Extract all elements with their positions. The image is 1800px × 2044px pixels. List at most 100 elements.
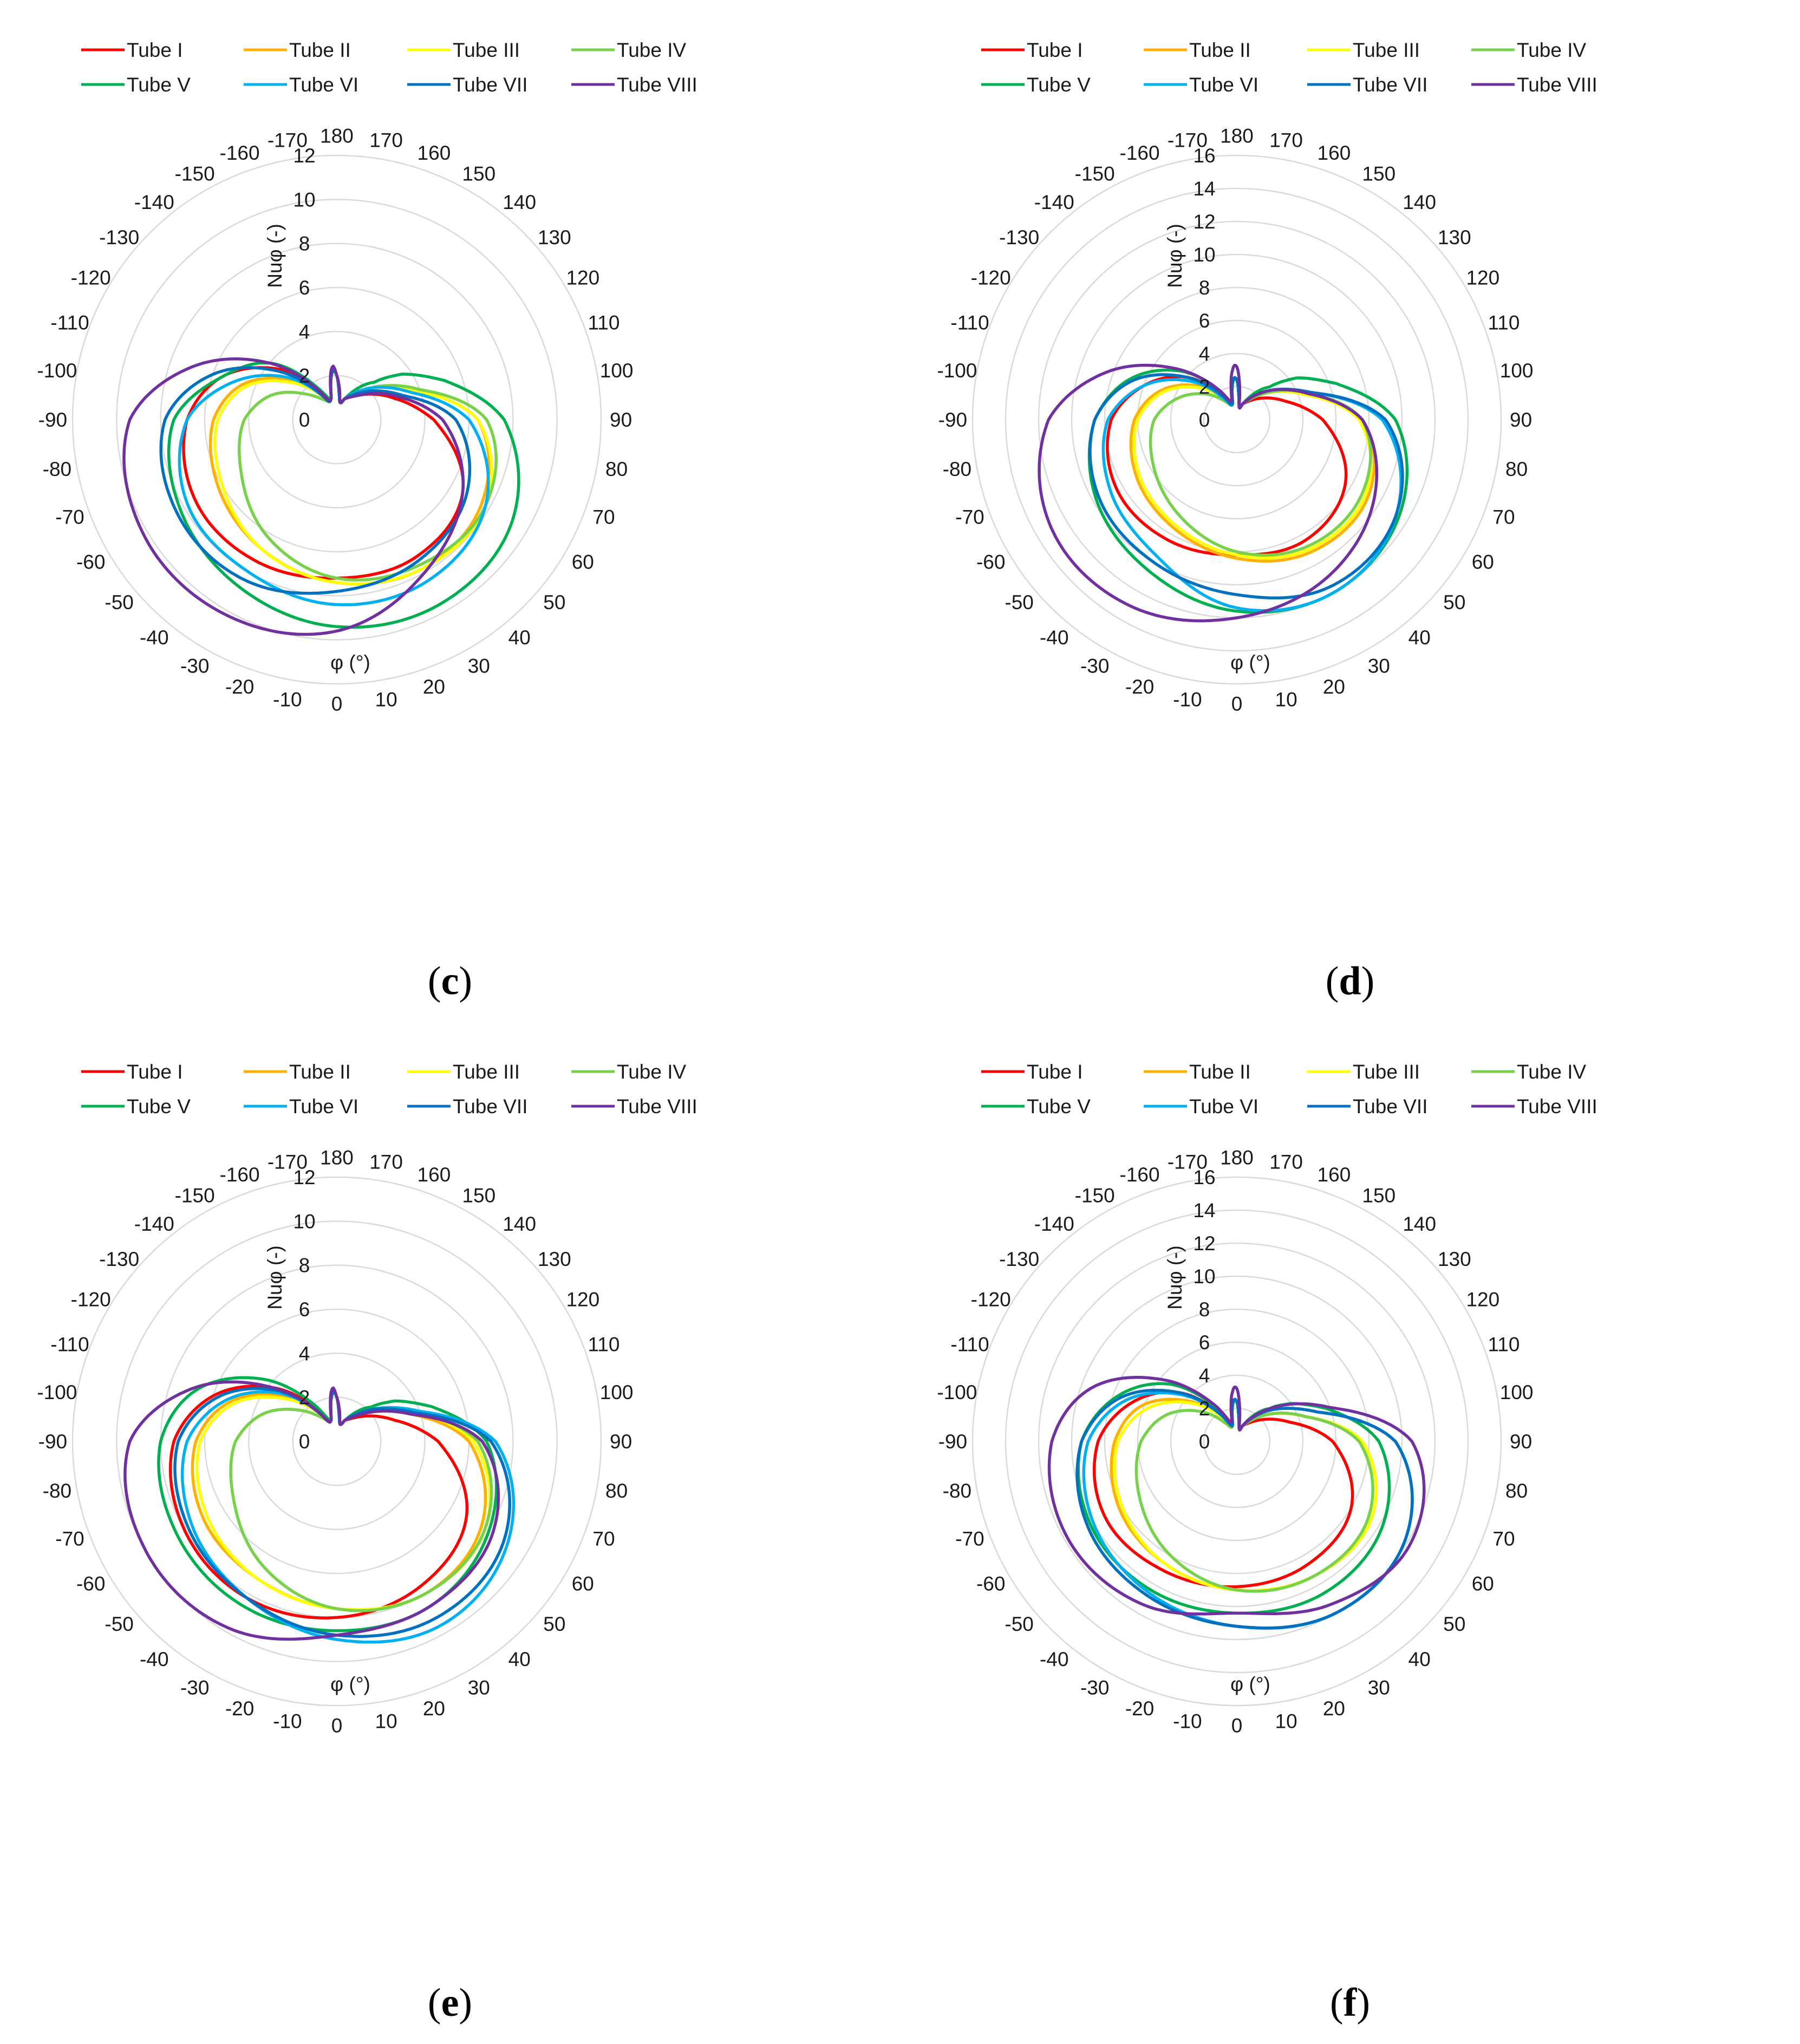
angle-tick-label: 110: [1488, 1334, 1519, 1356]
angle-tick-label: 20: [1323, 1697, 1345, 1720]
series-line: [122, 357, 465, 636]
radial-tick-label: 8: [1199, 1298, 1210, 1321]
angle-tick-label: 80: [605, 458, 628, 480]
legend-label: Tube VI: [289, 74, 358, 96]
angle-tick-label: 80: [1505, 458, 1528, 480]
angle-tick-label: -160: [220, 142, 260, 164]
panel-d: Tube I Tube II Tube III Tube IV Tube V Tube V…: [900, 0, 1800, 1022]
angle-tick-label: -10: [273, 689, 302, 711]
angle-tick-label: 150: [1362, 1185, 1395, 1207]
angle-tick-label: -30: [180, 655, 209, 677]
angle-tick-label: 180: [320, 125, 354, 147]
angle-tick-label: -100: [37, 360, 77, 382]
legend-label: Tube VII: [1353, 74, 1427, 96]
radial-tick-label: 2: [1199, 1398, 1210, 1420]
grid-ring: [1005, 1209, 1469, 1674]
angle-tick-label: -50: [105, 1613, 133, 1635]
panel-caption: (e): [427, 1981, 473, 2025]
radial-tick-label: 6: [1199, 310, 1210, 332]
radial-tick-label: 4: [1199, 1364, 1210, 1387]
angle-tick-label: -120: [971, 267, 1011, 289]
angle-tick-label: -60: [976, 551, 1005, 573]
grid-ring: [116, 1220, 558, 1662]
angle-tick-label: -110: [50, 1334, 89, 1356]
grid-ring: [1104, 1308, 1370, 1575]
grid-ring: [1038, 1242, 1436, 1641]
grid-ring: [1170, 1374, 1304, 1508]
angle-tick-label: 140: [1403, 1213, 1436, 1235]
angle-tick-label: -70: [955, 1527, 984, 1550]
legend-label: Tube V: [127, 1095, 191, 1118]
angle-tick-label: -120: [71, 267, 111, 289]
angular-axis-label: φ (°): [330, 651, 370, 674]
legend-label: Tube IV: [1517, 1061, 1587, 1083]
legend-label: Tube I: [127, 1061, 183, 1083]
angle-tick-label: 130: [538, 1248, 571, 1270]
legend-label: Tube VII: [453, 1095, 527, 1118]
angle-tick-label: 150: [1362, 163, 1395, 185]
series-line: [123, 1380, 500, 1641]
legend-label: Tube IV: [617, 39, 687, 61]
legend-label: Tube II: [289, 39, 351, 61]
angle-tick-label: 180: [1220, 1146, 1254, 1168]
angle-tick-label: 150: [462, 163, 495, 185]
angle-tick-label: -10: [273, 1710, 302, 1733]
angle-tick-label: 50: [1443, 1613, 1465, 1635]
radial-tick-label: 12: [293, 1166, 315, 1188]
angle-tick-label: -130: [999, 226, 1039, 249]
legend-label: Tube III: [453, 39, 520, 61]
angle-tick-label: 10: [375, 1710, 397, 1733]
radial-tick-label: 4: [1199, 343, 1210, 365]
legend-label: Tube V: [1027, 74, 1091, 96]
angle-tick-label: -80: [43, 1480, 71, 1502]
angle-tick-label: 90: [1510, 409, 1532, 431]
radial-axis-label: Nuφ (-): [264, 1245, 286, 1310]
angle-tick-label: 50: [1443, 591, 1465, 613]
radial-tick-label: 0: [1199, 1431, 1210, 1453]
panel-e: Tube I Tube II Tube III Tube IV Tube V Tube V…: [0, 1022, 900, 2043]
angle-tick-label: -110: [950, 312, 989, 334]
angle-tick-label: 170: [1269, 129, 1303, 151]
angular-axis-label: φ (°): [330, 1673, 370, 1695]
grid-ring: [1203, 1407, 1271, 1475]
angle-tick-label: -70: [955, 506, 984, 528]
angle-tick-label: -90: [38, 1431, 67, 1453]
panel-c: Tube I Tube II Tube III Tube IV Tube V Tube V…: [0, 0, 900, 1022]
radial-tick-label: 10: [293, 188, 315, 211]
angle-tick-label: -120: [71, 1289, 111, 1311]
angle-tick-label: 100: [1500, 1381, 1534, 1403]
angle-tick-label: -10: [1173, 689, 1202, 711]
angle-tick-label: 70: [1492, 506, 1515, 528]
angle-tick-label: 170: [1269, 1151, 1303, 1173]
angle-tick-label: -110: [50, 312, 89, 334]
radial-tick-label: 14: [1193, 1199, 1215, 1222]
legend-label: Tube IV: [1517, 39, 1587, 61]
angle-tick-label: 130: [538, 226, 571, 249]
radial-tick-label: 12: [1193, 1232, 1215, 1255]
grid-ring: [248, 1353, 426, 1530]
angle-tick-label: -30: [1080, 655, 1109, 677]
grid-ring: [1137, 319, 1337, 520]
angle-tick-label: 160: [1318, 142, 1351, 164]
angle-tick-label: -170: [1168, 129, 1208, 151]
angle-tick-label: 160: [1318, 1164, 1351, 1186]
angle-tick-label: 110: [1488, 312, 1519, 334]
angle-tick-label: 80: [1505, 1480, 1528, 1502]
angle-tick-label: -20: [1125, 1697, 1154, 1720]
radial-tick-label: 4: [299, 321, 310, 343]
angle-tick-label: -90: [38, 409, 67, 431]
angle-tick-label: -80: [943, 1480, 971, 1502]
angle-tick-label: 140: [503, 1213, 536, 1235]
legend-label: Tube VIII: [1517, 1095, 1597, 1118]
angle-tick-label: 60: [572, 1572, 594, 1595]
angle-tick-label: 20: [1323, 676, 1345, 698]
angle-tick-label: -130: [99, 1248, 139, 1270]
radial-tick-label: 8: [1199, 277, 1210, 299]
radial-tick-label: 14: [1193, 178, 1215, 200]
angle-tick-label: 120: [1466, 1289, 1499, 1311]
angle-tick-label: 60: [1472, 1572, 1494, 1595]
series-line: [213, 368, 493, 586]
angle-tick-label: -50: [1005, 591, 1033, 613]
legend-label: Tube I: [1027, 1061, 1083, 1083]
